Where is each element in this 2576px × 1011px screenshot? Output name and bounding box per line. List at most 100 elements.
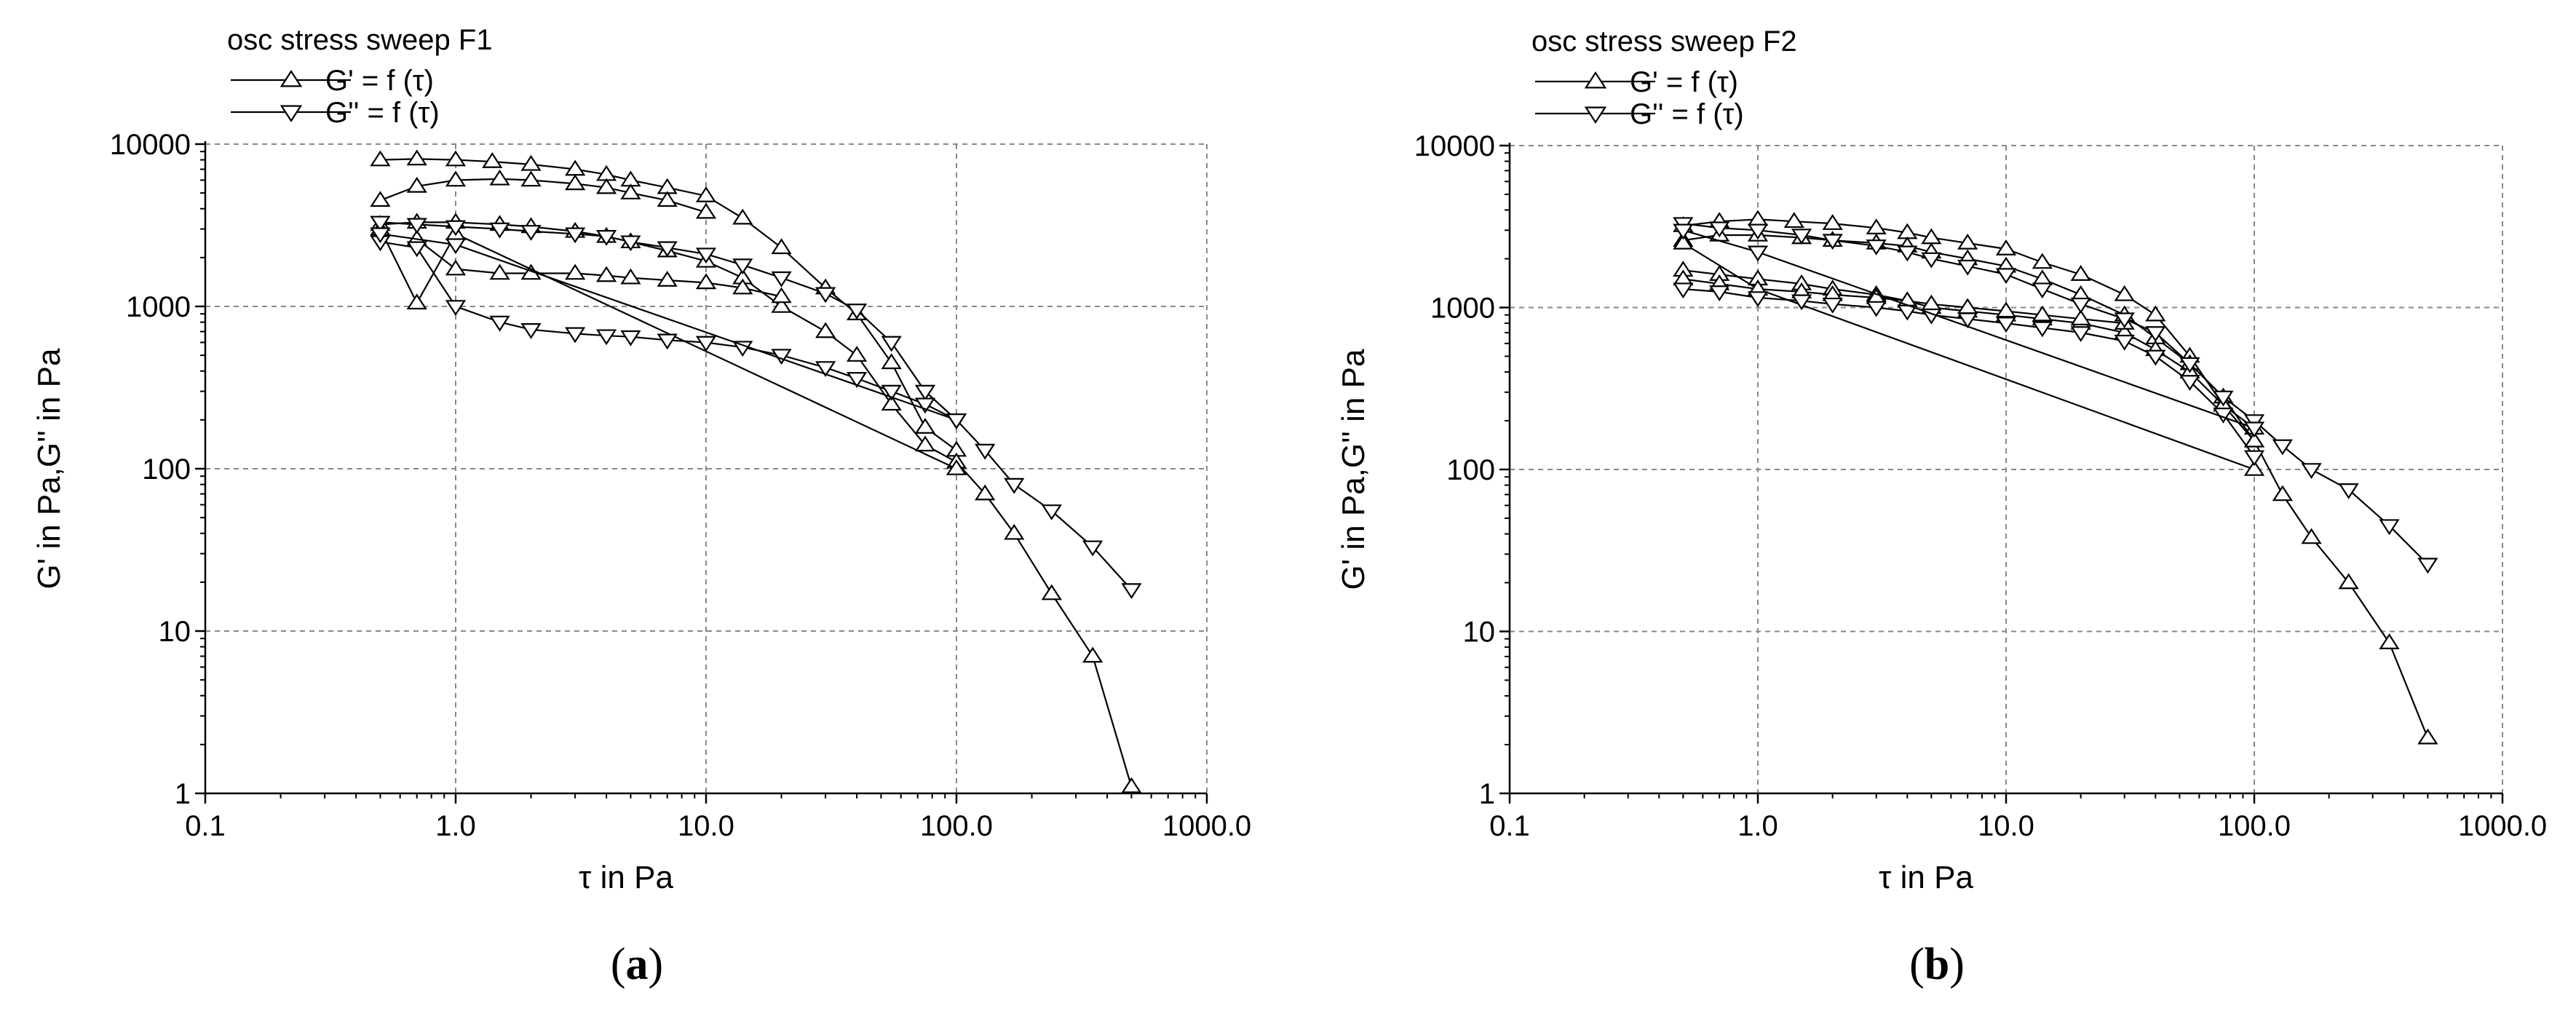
data-point xyxy=(2179,375,2200,391)
series-g-prime xyxy=(370,149,1142,793)
x-axis-label: τ in Pa xyxy=(1879,860,1973,895)
series-g-double-prime xyxy=(370,215,1142,600)
data-point xyxy=(1995,239,2017,255)
data-point xyxy=(1709,285,1730,301)
data-point xyxy=(2114,312,2135,329)
series-line xyxy=(380,178,707,213)
data-point xyxy=(2417,558,2438,574)
data-point xyxy=(695,273,717,290)
y-tick-label: 10 xyxy=(159,616,191,648)
data-point xyxy=(914,418,936,434)
data-point xyxy=(1673,223,1694,240)
x-tick-label: 10.0 xyxy=(678,810,734,842)
data-point xyxy=(2272,439,2293,456)
data-point xyxy=(1121,583,1142,600)
y-tick-label: 1 xyxy=(1479,778,1495,810)
legend-label: G' = f (τ) xyxy=(1630,66,1738,98)
legend-label: G'' = f (τ) xyxy=(325,97,440,129)
data-point xyxy=(595,230,617,246)
data-point xyxy=(406,293,427,310)
data-point xyxy=(2032,305,2053,322)
data-point xyxy=(370,191,391,207)
data-point xyxy=(1004,477,1025,494)
panel-caption: (b) xyxy=(1909,940,1965,989)
caption-letter: a xyxy=(626,940,649,989)
y-tick-label: 1 xyxy=(175,778,191,810)
data-point xyxy=(2338,483,2359,499)
data-point xyxy=(2114,285,2135,301)
data-point xyxy=(2301,528,2322,544)
data-point xyxy=(2243,450,2265,467)
data-point xyxy=(406,218,427,234)
y-axis-label: G' in Pa,G'' in Pa xyxy=(1336,349,1371,590)
legend-marker xyxy=(1584,106,1607,124)
data-point xyxy=(595,329,617,346)
y-tick-label: 10000 xyxy=(1414,130,1495,162)
data-point xyxy=(732,258,753,275)
data-point xyxy=(445,170,467,187)
data-point xyxy=(695,202,717,219)
data-point xyxy=(657,333,678,350)
data-point xyxy=(1673,233,1694,250)
data-point xyxy=(1866,218,1887,234)
x-tick-label: 100.0 xyxy=(920,810,993,842)
data-point xyxy=(1995,301,2017,318)
data-point xyxy=(695,247,717,264)
data-point xyxy=(881,384,902,401)
data-point xyxy=(1747,223,1769,240)
data-point xyxy=(695,186,717,202)
legend-marker xyxy=(1584,71,1607,89)
data-point xyxy=(2379,633,2400,650)
caption-open: ( xyxy=(1909,940,1925,989)
data-point xyxy=(771,271,792,288)
data-point xyxy=(520,170,542,187)
data-point xyxy=(846,304,868,320)
data-point xyxy=(445,220,467,237)
data-point xyxy=(1121,777,1142,793)
data-point xyxy=(1921,252,1942,269)
data-point xyxy=(2070,326,2091,342)
data-point xyxy=(815,361,836,378)
data-point xyxy=(2032,321,2053,338)
x-tick-label: 1000.0 xyxy=(2458,810,2547,842)
legend-marker xyxy=(280,69,303,87)
data-point xyxy=(771,296,792,313)
data-point xyxy=(370,150,391,167)
data-point xyxy=(520,225,542,241)
data-point xyxy=(732,278,753,295)
data-point xyxy=(595,178,617,194)
data-point xyxy=(520,154,542,171)
data-point xyxy=(914,397,936,414)
data-point xyxy=(732,341,753,357)
data-point xyxy=(2032,253,2053,269)
data-point xyxy=(657,270,678,287)
data-point xyxy=(489,315,510,332)
data-point xyxy=(1995,317,2017,333)
legend-item: G'' = f (τ) xyxy=(1535,98,1744,130)
data-point xyxy=(520,323,542,339)
y-axis-label: G' in Pa,G'' in Pa xyxy=(31,348,67,589)
series-g-double-prime xyxy=(1673,217,2438,574)
x-tick-label: 0.1 xyxy=(1489,810,1530,842)
data-point xyxy=(1041,584,1062,600)
data-point xyxy=(370,227,391,244)
data-point xyxy=(489,222,510,239)
data-point xyxy=(565,263,586,280)
data-point xyxy=(620,330,641,346)
data-point xyxy=(881,353,902,370)
y-tick-label: 10 xyxy=(1463,616,1496,649)
data-point xyxy=(620,183,641,199)
x-tick-label: 1.0 xyxy=(1737,810,1778,842)
x-tick-label: 100.0 xyxy=(2218,810,2291,842)
data-point xyxy=(2379,519,2400,536)
y-tick-label: 1000 xyxy=(1430,293,1495,325)
legend-label: G'' = f (τ) xyxy=(1630,98,1744,130)
data-point xyxy=(565,227,586,244)
data-point xyxy=(657,191,678,207)
caption-close: ) xyxy=(649,940,664,989)
data-point xyxy=(2338,573,2359,590)
data-point xyxy=(1783,212,1804,229)
caption-open: ( xyxy=(611,940,626,989)
data-point xyxy=(2114,334,2135,351)
chart-title: osc stress sweep F1 xyxy=(227,24,493,56)
